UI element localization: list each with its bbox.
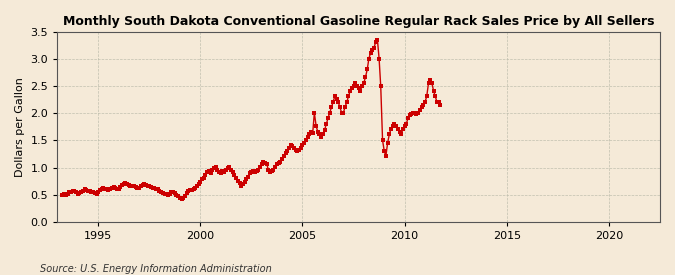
Title: Monthly South Dakota Conventional Gasoline Regular Rack Sales Price by All Selle: Monthly South Dakota Conventional Gasoli… (63, 15, 655, 28)
Y-axis label: Dollars per Gallon: Dollars per Gallon (15, 77, 25, 177)
Text: Source: U.S. Energy Information Administration: Source: U.S. Energy Information Administ… (40, 264, 272, 274)
